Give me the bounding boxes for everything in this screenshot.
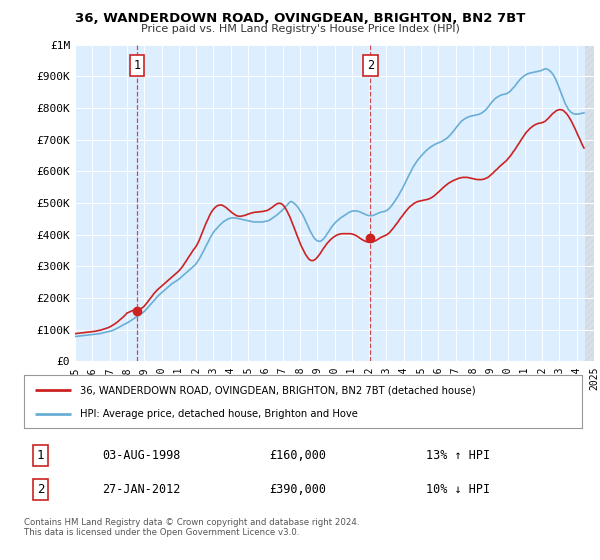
Text: £160,000: £160,000 — [269, 449, 326, 462]
Text: 27-JAN-2012: 27-JAN-2012 — [102, 483, 181, 496]
Text: Contains HM Land Registry data © Crown copyright and database right 2024.
This d: Contains HM Land Registry data © Crown c… — [24, 518, 359, 538]
Bar — [586, 45, 594, 361]
Text: 1: 1 — [134, 59, 141, 72]
Text: 2: 2 — [37, 483, 44, 496]
Text: 10% ↓ HPI: 10% ↓ HPI — [426, 483, 490, 496]
Text: Price paid vs. HM Land Registry's House Price Index (HPI): Price paid vs. HM Land Registry's House … — [140, 24, 460, 34]
Text: 36, WANDERDOWN ROAD, OVINGDEAN, BRIGHTON, BN2 7BT: 36, WANDERDOWN ROAD, OVINGDEAN, BRIGHTON… — [75, 12, 525, 25]
Text: £390,000: £390,000 — [269, 483, 326, 496]
Text: 13% ↑ HPI: 13% ↑ HPI — [426, 449, 490, 462]
Text: 03-AUG-1998: 03-AUG-1998 — [102, 449, 181, 462]
Text: 2: 2 — [367, 59, 374, 72]
Text: 36, WANDERDOWN ROAD, OVINGDEAN, BRIGHTON, BN2 7BT (detached house): 36, WANDERDOWN ROAD, OVINGDEAN, BRIGHTON… — [80, 385, 475, 395]
Text: 1: 1 — [37, 449, 44, 462]
Text: HPI: Average price, detached house, Brighton and Hove: HPI: Average price, detached house, Brig… — [80, 408, 358, 418]
